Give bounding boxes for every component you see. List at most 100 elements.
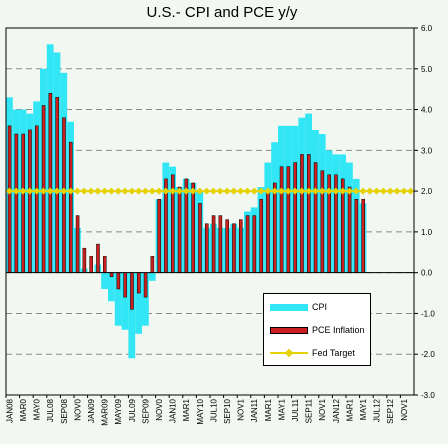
y-tick-label: 6.0	[421, 24, 433, 33]
x-tick-label: JUL12	[373, 398, 382, 422]
pce-bar	[354, 199, 359, 273]
fed-target-point	[46, 187, 54, 195]
pce-bar	[102, 256, 107, 273]
x-tick-label: JAN12	[332, 398, 341, 423]
y-tick-label: 0.0	[421, 269, 433, 278]
fed-target-point	[114, 187, 122, 195]
pce-bar	[218, 215, 223, 273]
fed-target-point	[373, 187, 381, 195]
x-tick-label: JAN10	[169, 398, 178, 423]
y-tick-label: 4.0	[421, 106, 433, 115]
legend-item-fed-target: Fed Target	[270, 346, 355, 360]
fed-target-point	[345, 187, 353, 195]
fed-target-point	[243, 187, 251, 195]
pce-bar	[293, 162, 297, 273]
fed-target-point	[155, 187, 163, 195]
pce-bar	[14, 133, 19, 273]
fed-target-point	[87, 187, 95, 195]
fed-target-point	[39, 187, 47, 195]
pce-bar	[272, 182, 277, 273]
pce-bar	[34, 125, 39, 273]
pce-bar	[211, 215, 216, 273]
fed-target-point	[216, 187, 224, 195]
chart-title: U.S.- CPI and PCE y/y	[147, 4, 298, 21]
fed-target-point	[277, 187, 285, 195]
x-tick-label: JUL09	[128, 398, 137, 422]
pce-bar	[68, 141, 73, 273]
cpi-bar	[135, 272, 142, 334]
fed-target-point	[60, 187, 68, 195]
fed-target-point	[162, 187, 170, 195]
fed-target-point	[175, 187, 183, 195]
fed-target-point	[318, 187, 326, 195]
pce-bar	[21, 133, 25, 273]
pce-bar	[89, 256, 93, 273]
x-tick-label: JAN08	[5, 398, 14, 423]
pce-bar	[55, 97, 59, 273]
x-tick-label: JUL10	[209, 398, 218, 422]
fed-target-point	[121, 187, 129, 195]
fed-target-point	[5, 187, 13, 195]
fed-target-point	[305, 187, 313, 195]
fed-target-point	[169, 187, 177, 195]
fed-target-point	[339, 187, 347, 195]
pce-bar	[28, 129, 32, 273]
x-tick-label: SEP11	[305, 398, 314, 423]
pce-bar	[157, 199, 161, 273]
fed-target-point	[223, 187, 231, 195]
fed-target-point	[284, 187, 292, 195]
pce-bar	[259, 199, 263, 273]
pce-bar	[361, 199, 365, 273]
y-tick-label: 3.0	[421, 146, 433, 155]
x-tick-label: MAR0	[19, 398, 28, 421]
pce-bar	[286, 166, 291, 273]
fed-target-point	[148, 187, 156, 195]
x-tick-label: JAN11	[250, 398, 259, 422]
x-tick-label: SEP09	[141, 398, 150, 423]
y-tick-label: -1.0	[421, 309, 435, 318]
x-tick-label: MAY10	[196, 398, 205, 424]
fed-target-point	[189, 187, 197, 195]
pce-bar	[238, 219, 243, 273]
pce-bar	[191, 182, 195, 273]
legend-swatch-pce	[270, 326, 308, 334]
fed-target-point	[182, 187, 190, 195]
pce-bar	[245, 215, 250, 273]
x-tick-label: SEP08	[60, 398, 69, 423]
cpi-bar	[121, 272, 129, 330]
fed-target-point	[73, 187, 81, 195]
fed-target-point	[203, 187, 211, 195]
x-tick-label: JUL11	[291, 398, 300, 421]
pce-bar	[150, 256, 155, 273]
pce-bar	[279, 166, 284, 273]
y-tick-label: -2.0	[421, 350, 435, 359]
fed-target-point	[101, 187, 109, 195]
fed-target-point	[26, 187, 34, 195]
pce-bar	[225, 219, 229, 273]
fed-target-point	[53, 187, 61, 195]
pce-bar	[252, 215, 257, 273]
pce-bar	[143, 272, 148, 298]
y-tick-label: -3.0	[421, 391, 435, 400]
fed-target-point	[128, 187, 136, 195]
pce-bar	[204, 223, 209, 273]
pce-bar	[96, 243, 100, 273]
x-tick-label: NOV1	[318, 398, 327, 420]
fed-target-point	[80, 187, 88, 195]
pce-bar	[266, 190, 270, 273]
fed-target-point	[257, 187, 265, 195]
fed-target-point	[135, 187, 143, 195]
legend-item-pce: PCE Inflation	[270, 323, 365, 337]
legend-swatch-cpi	[270, 303, 308, 311]
fed-target-point	[67, 187, 75, 195]
fed-target-point	[407, 187, 415, 195]
cpi-bar	[101, 272, 108, 289]
pce-bar	[313, 162, 318, 273]
legend-label-pce: PCE Inflation	[312, 325, 365, 335]
pce-bar	[7, 125, 12, 273]
fed-target-point	[33, 187, 41, 195]
x-tick-label: MAR09	[101, 398, 110, 425]
y-tick-label: 1.0	[421, 228, 433, 237]
x-tick-label: SEP10	[223, 398, 232, 423]
